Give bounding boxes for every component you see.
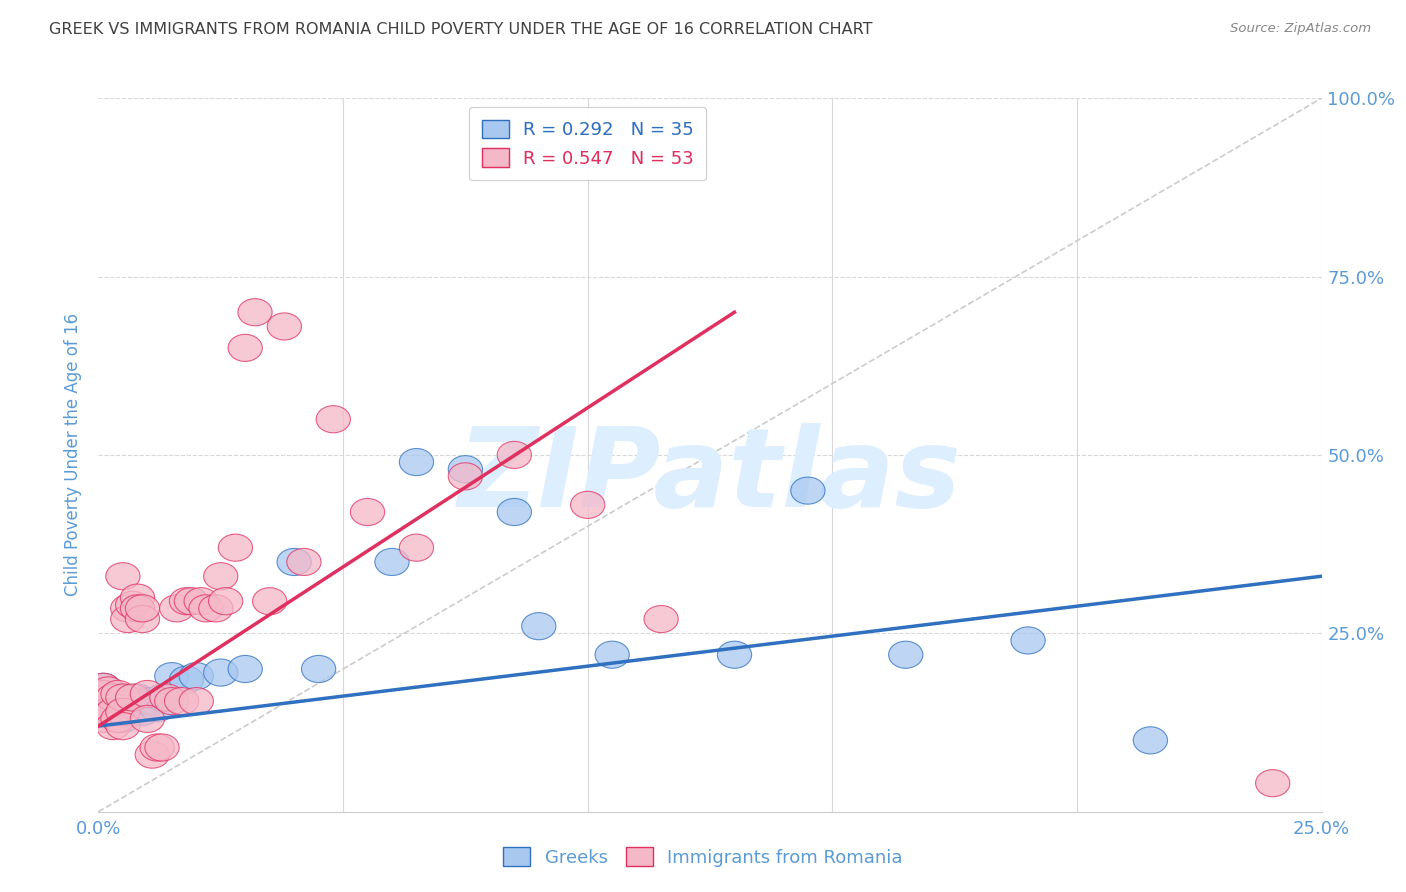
Ellipse shape [165, 688, 198, 714]
Ellipse shape [717, 641, 752, 668]
Ellipse shape [115, 591, 150, 618]
Ellipse shape [150, 684, 184, 711]
Ellipse shape [350, 499, 385, 525]
Ellipse shape [86, 684, 121, 711]
Ellipse shape [287, 549, 321, 575]
Ellipse shape [115, 684, 150, 711]
Ellipse shape [449, 463, 482, 490]
Ellipse shape [1011, 627, 1045, 654]
Ellipse shape [160, 595, 194, 622]
Ellipse shape [105, 684, 141, 711]
Ellipse shape [141, 695, 174, 722]
Ellipse shape [105, 706, 141, 732]
Ellipse shape [125, 595, 160, 622]
Ellipse shape [91, 698, 125, 725]
Ellipse shape [375, 549, 409, 575]
Ellipse shape [145, 684, 179, 711]
Ellipse shape [184, 588, 218, 615]
Ellipse shape [131, 706, 165, 732]
Ellipse shape [121, 684, 155, 711]
Ellipse shape [498, 442, 531, 468]
Ellipse shape [111, 595, 145, 622]
Text: ZIPatlas: ZIPatlas [458, 423, 962, 530]
Ellipse shape [111, 606, 145, 632]
Ellipse shape [228, 656, 263, 682]
Ellipse shape [105, 684, 141, 711]
Ellipse shape [86, 673, 121, 700]
Ellipse shape [644, 606, 678, 632]
Ellipse shape [790, 477, 825, 504]
Ellipse shape [96, 688, 131, 714]
Ellipse shape [399, 449, 433, 475]
Y-axis label: Child Poverty Under the Age of 16: Child Poverty Under the Age of 16 [65, 313, 83, 597]
Text: GREEK VS IMMIGRANTS FROM ROMANIA CHILD POVERTY UNDER THE AGE OF 16 CORRELATION C: GREEK VS IMMIGRANTS FROM ROMANIA CHILD P… [49, 22, 873, 37]
Ellipse shape [174, 588, 208, 615]
Ellipse shape [135, 741, 169, 768]
Legend: R = 0.292   N = 35, R = 0.547   N = 53: R = 0.292 N = 35, R = 0.547 N = 53 [470, 107, 706, 180]
Ellipse shape [111, 688, 145, 714]
Ellipse shape [169, 588, 204, 615]
Ellipse shape [449, 456, 482, 483]
Ellipse shape [238, 299, 273, 326]
Ellipse shape [86, 706, 121, 732]
Ellipse shape [86, 681, 121, 707]
Ellipse shape [141, 734, 174, 761]
Ellipse shape [135, 688, 169, 714]
Ellipse shape [131, 688, 165, 714]
Ellipse shape [121, 584, 155, 611]
Ellipse shape [91, 688, 125, 714]
Ellipse shape [571, 491, 605, 518]
Ellipse shape [86, 673, 121, 700]
Ellipse shape [208, 588, 243, 615]
Ellipse shape [105, 563, 141, 590]
Ellipse shape [96, 684, 131, 711]
Ellipse shape [96, 698, 131, 725]
Ellipse shape [498, 499, 531, 525]
Ellipse shape [1133, 727, 1167, 754]
Ellipse shape [105, 698, 141, 725]
Ellipse shape [253, 588, 287, 615]
Ellipse shape [188, 595, 224, 622]
Ellipse shape [155, 688, 188, 714]
Ellipse shape [267, 313, 301, 340]
Ellipse shape [125, 698, 160, 725]
Ellipse shape [101, 691, 135, 718]
Ellipse shape [1256, 770, 1289, 797]
Ellipse shape [96, 713, 131, 739]
Ellipse shape [228, 334, 263, 361]
Ellipse shape [131, 681, 165, 707]
Ellipse shape [179, 663, 214, 690]
Ellipse shape [155, 663, 188, 690]
Ellipse shape [301, 656, 336, 682]
Ellipse shape [91, 698, 125, 725]
Ellipse shape [115, 688, 150, 714]
Ellipse shape [91, 677, 125, 704]
Ellipse shape [218, 534, 253, 561]
Ellipse shape [595, 641, 630, 668]
Ellipse shape [101, 681, 135, 707]
Ellipse shape [179, 688, 214, 714]
Ellipse shape [204, 563, 238, 590]
Ellipse shape [316, 406, 350, 433]
Ellipse shape [121, 595, 155, 622]
Text: Source: ZipAtlas.com: Source: ZipAtlas.com [1230, 22, 1371, 36]
Ellipse shape [145, 734, 179, 761]
Ellipse shape [522, 613, 555, 640]
Ellipse shape [204, 659, 238, 686]
Ellipse shape [96, 684, 131, 711]
Ellipse shape [169, 666, 204, 693]
Ellipse shape [277, 549, 311, 575]
Ellipse shape [889, 641, 922, 668]
Legend: Greeks, Immigrants from Romania: Greeks, Immigrants from Romania [496, 840, 910, 874]
Ellipse shape [399, 534, 433, 561]
Ellipse shape [198, 595, 233, 622]
Ellipse shape [101, 706, 135, 732]
Ellipse shape [125, 606, 160, 632]
Ellipse shape [105, 713, 141, 739]
